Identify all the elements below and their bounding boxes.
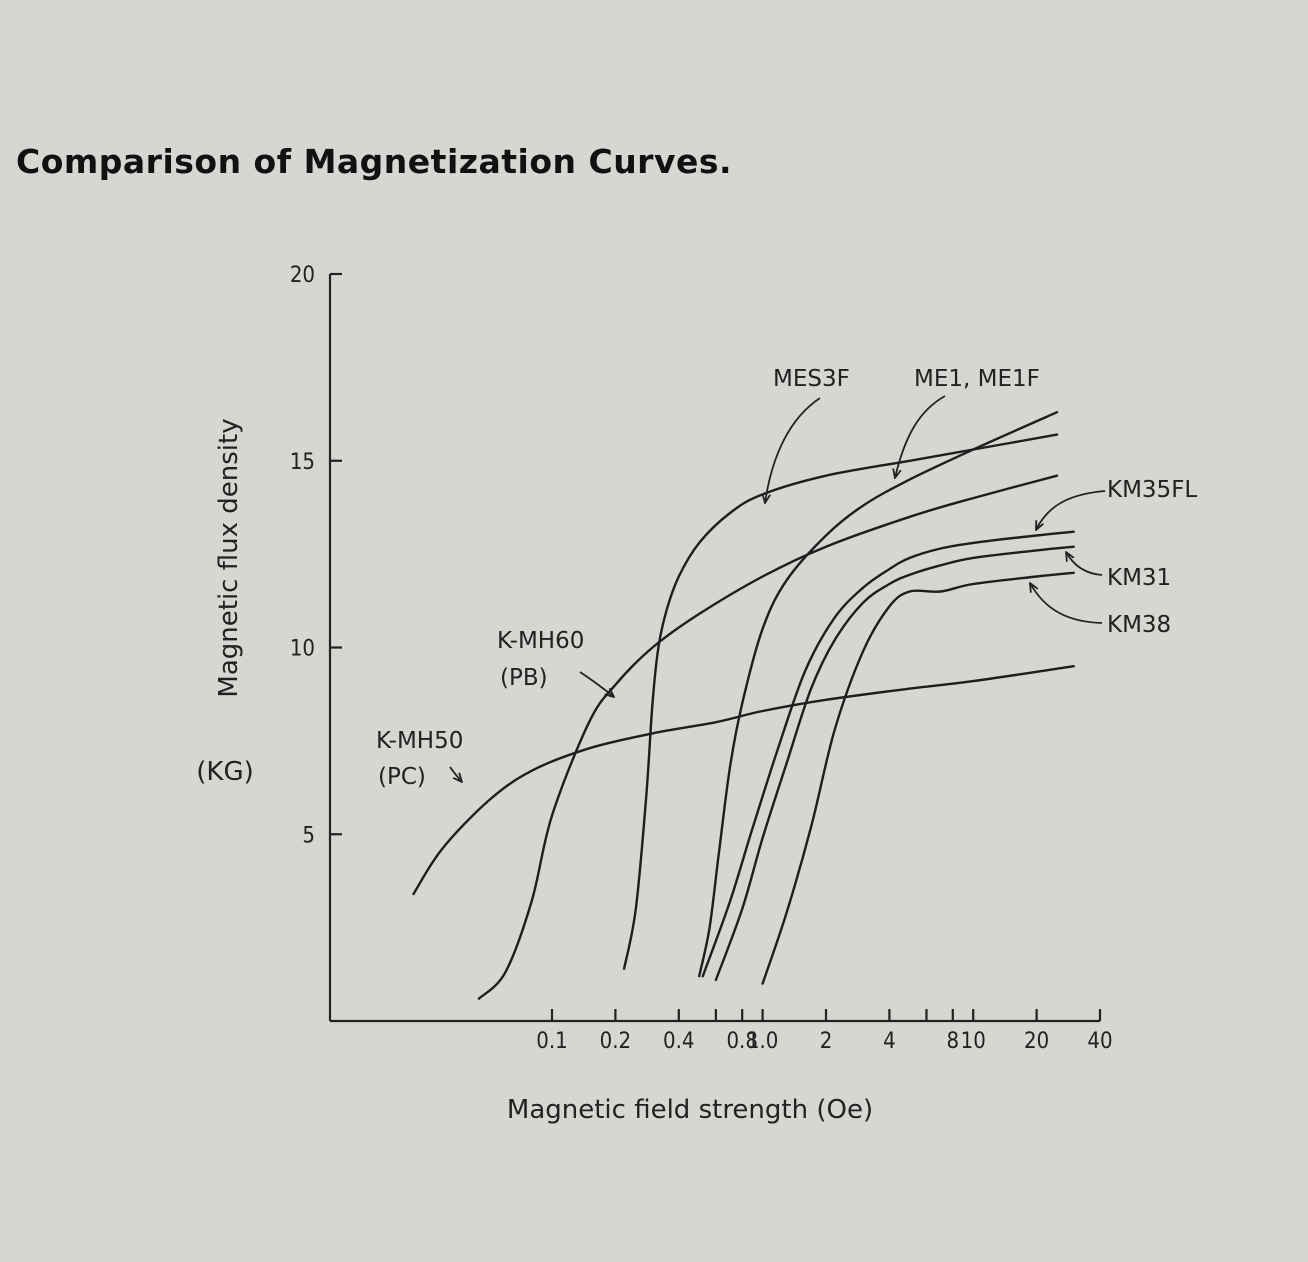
curve-km35fl bbox=[701, 530, 1075, 978]
curve-mes3f bbox=[622, 433, 1059, 970]
curve-k-mh60 bbox=[477, 474, 1059, 1000]
label-k-mh60-sub: (PB) bbox=[500, 665, 548, 691]
arrow-km35fl bbox=[1036, 490, 1106, 530]
x-axis-title: Magnetic field strength (Oe) bbox=[507, 1095, 873, 1125]
label-km31: KM31 bbox=[1107, 565, 1171, 591]
arrow-mes3f bbox=[765, 397, 821, 503]
x-tick-label: 0.4 bbox=[663, 1029, 694, 1054]
x-tick-label: 0.2 bbox=[600, 1029, 631, 1054]
arrow-me1-me1f bbox=[895, 395, 946, 478]
y-tick-label: 10 bbox=[290, 637, 315, 662]
x-tick-label: 8 bbox=[946, 1029, 959, 1054]
arrow-k-mh50 bbox=[449, 766, 462, 782]
curve-labels: K-MH50 (PC) K-MH60 (PB) MES3F ME1, ME1F KM35FL… bbox=[376, 366, 1197, 790]
label-km35fl: KM35FL bbox=[1107, 477, 1197, 503]
curve-km31 bbox=[714, 545, 1075, 982]
curve-me1-me1f bbox=[698, 411, 1059, 978]
curves bbox=[412, 411, 1075, 1000]
label-k-mh50: K-MH50 bbox=[376, 728, 463, 754]
x-tick-label: 1.0 bbox=[747, 1029, 778, 1054]
page-title: Comparison of Magnetization Curves. bbox=[16, 142, 733, 181]
x-tick-label: 4 bbox=[883, 1029, 896, 1054]
x-tick-label: 20 bbox=[1024, 1029, 1049, 1054]
label-k-mh60: K-MH60 bbox=[497, 628, 584, 654]
y-tick-label: 20 bbox=[290, 263, 315, 288]
y-axis-title: Magnetic flux density bbox=[214, 418, 244, 697]
x-tick-label: 40 bbox=[1087, 1029, 1112, 1054]
y-tick-label: 15 bbox=[290, 450, 315, 475]
x-tick-label: 0.1 bbox=[536, 1029, 567, 1054]
arrow-k-mh60 bbox=[579, 671, 614, 697]
y-tick-label: 5 bbox=[302, 823, 315, 848]
arrow-km31 bbox=[1066, 552, 1103, 576]
label-km38: KM38 bbox=[1107, 612, 1171, 638]
label-me1-me1f: ME1, ME1F bbox=[914, 366, 1040, 392]
x-tick-label: 10 bbox=[961, 1029, 986, 1054]
label-k-mh50-sub: (PC) bbox=[378, 764, 426, 790]
curve-km38 bbox=[761, 571, 1075, 985]
y-axis-unit: (KG) bbox=[196, 757, 253, 787]
x-tick-label: 0.8 bbox=[726, 1029, 757, 1054]
label-mes3f: MES3F bbox=[773, 366, 850, 392]
x-tick-label: 2 bbox=[820, 1029, 833, 1054]
curve-k-mh50 bbox=[412, 665, 1075, 896]
arrow-km38 bbox=[1030, 583, 1103, 624]
